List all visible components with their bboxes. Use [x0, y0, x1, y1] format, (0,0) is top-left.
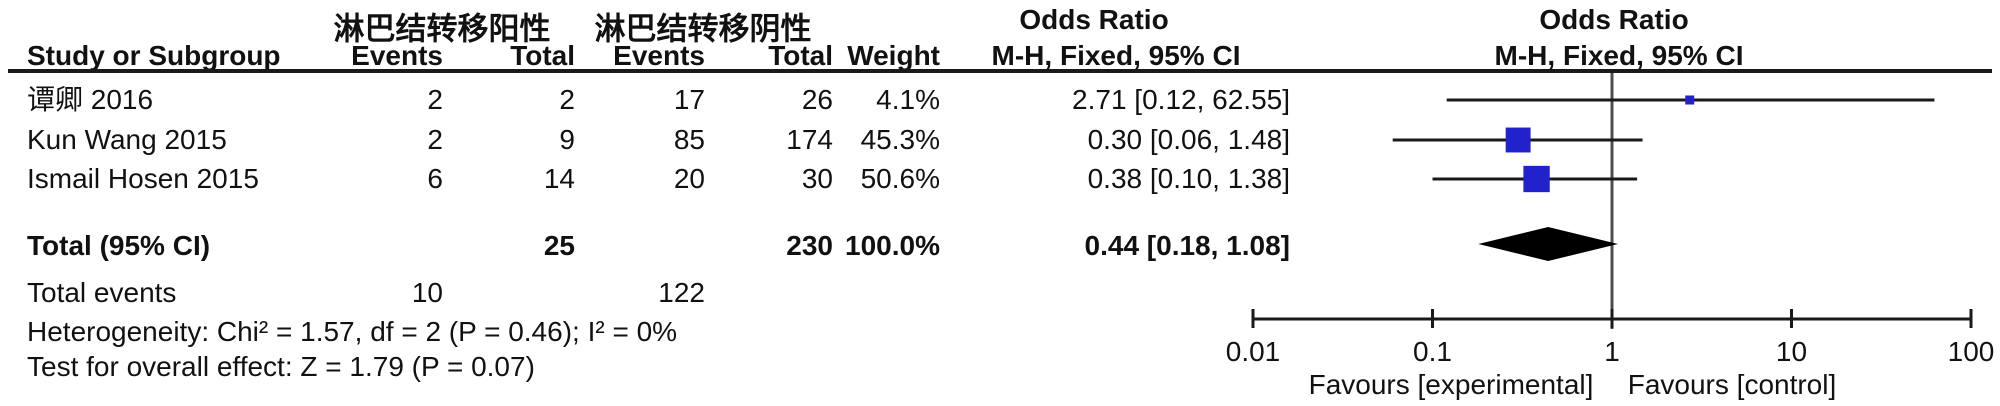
pooled-diamond: [1478, 227, 1618, 261]
events-exp: 2: [427, 84, 443, 115]
events-ctrl: 17: [673, 84, 705, 115]
axis-tick-label: 10: [1775, 336, 1808, 367]
total-or-ci-text: 0.44 [0.18, 1.08]: [1084, 230, 1290, 261]
total-ctrl: 26: [801, 84, 833, 115]
or-ci-text: 2.71 [0.12, 62.55]: [1072, 84, 1290, 115]
weight: 45.3%: [860, 124, 940, 155]
col-header-plot-ci: M-H, Fixed, 95% CI: [1494, 40, 1744, 71]
col-header-events1: Events: [351, 40, 443, 71]
or-column-title: Odds Ratio: [1019, 4, 1169, 35]
total-exp-n: 25: [543, 230, 575, 261]
total-exp: 2: [559, 84, 575, 115]
events-ctrl: 85: [673, 124, 705, 155]
total-events-label: Total events: [27, 277, 177, 308]
total-ctrl: 30: [801, 163, 833, 194]
weight: 4.1%: [876, 84, 940, 115]
study-name: Kun Wang 2015: [27, 124, 227, 155]
col-header-study: Study or Subgroup: [27, 40, 281, 71]
col-header-events2: Events: [613, 40, 705, 71]
axis-tick-label: 0.01: [1225, 336, 1281, 367]
effect-square: [1685, 95, 1695, 105]
col-header-total2: Total: [768, 40, 833, 71]
total-events-exp: 10: [411, 277, 443, 308]
effect-square: [1523, 165, 1550, 193]
axis-tick-label: 1: [1604, 336, 1620, 367]
effect-square: [1505, 127, 1531, 153]
group2-header: 淋巴结转移阴性: [594, 11, 812, 47]
axis-tick-label: 0.1: [1413, 336, 1452, 367]
or-ci-text: 0.38 [0.10, 1.38]: [1087, 163, 1290, 194]
events-exp: 6: [427, 163, 443, 194]
header-rule: [8, 69, 1992, 73]
or-ci-text: 0.30 [0.06, 1.48]: [1087, 124, 1290, 155]
total-exp: 9: [559, 124, 575, 155]
favours-left-label: Favours [experimental]: [1308, 369, 1594, 400]
favours-right-label: Favours [control]: [1627, 369, 1837, 400]
col-header-or-ci: M-H, Fixed, 95% CI: [991, 40, 1241, 71]
events-ctrl: 20: [673, 163, 705, 194]
group1-header: 淋巴结转移阳性: [333, 11, 551, 47]
events-exp: 2: [427, 124, 443, 155]
col-header-weight: Weight: [847, 40, 940, 71]
col-header-total1: Total: [510, 40, 575, 71]
axis-tick-label: 100: [1947, 336, 1995, 367]
overall-effect-line: Test for overall effect: Z = 1.79 (P = 0…: [27, 351, 535, 382]
total-events-ctrl: 122: [658, 277, 705, 308]
plot-column-title: Odds Ratio: [1539, 4, 1689, 35]
total-label: Total (95% CI): [27, 230, 211, 261]
total-ctrl-n: 230: [786, 230, 833, 261]
weight: 50.6%: [860, 163, 940, 194]
total-weight: 100.0%: [845, 230, 940, 261]
total-exp: 14: [543, 163, 575, 194]
study-name: Ismail Hosen 2015: [27, 163, 259, 194]
total-ctrl: 174: [786, 124, 833, 155]
study-name: 谭卿 2016: [27, 84, 154, 115]
heterogeneity-line: Heterogeneity: Chi² = 1.57, df = 2 (P = …: [27, 316, 678, 347]
